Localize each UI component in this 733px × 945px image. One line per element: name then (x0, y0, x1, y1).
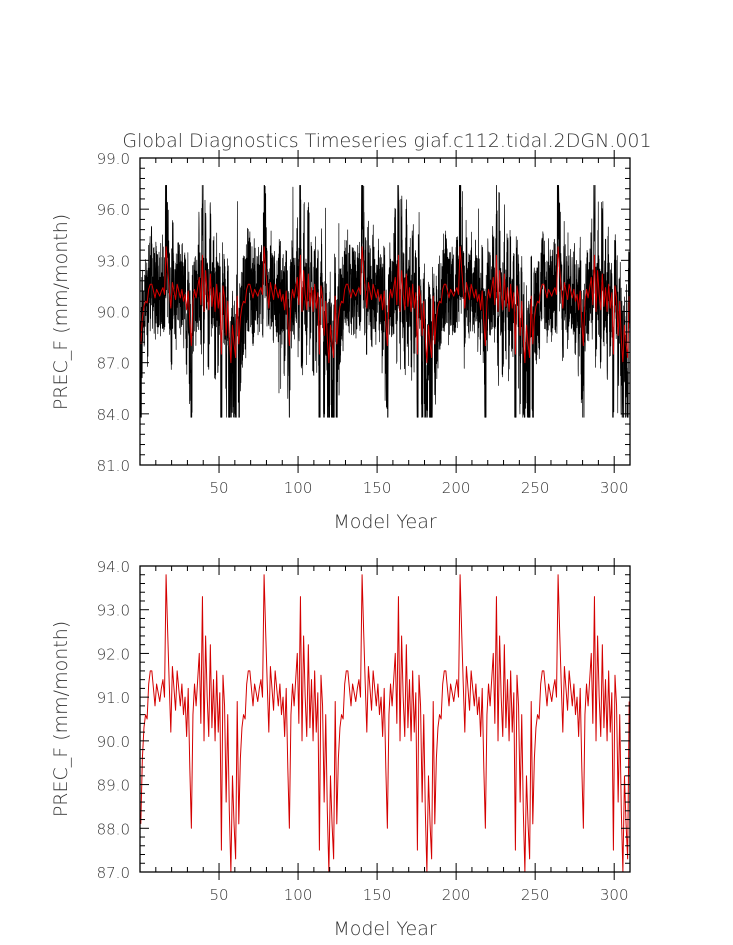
top-y-axis-title: PREC_F (mm/month) (50, 214, 72, 410)
bottom-y-tick-label: 94.0 (97, 558, 130, 576)
top-x-tick-label: 100 (284, 479, 313, 497)
bottom-x-tick-label: 50 (209, 886, 228, 904)
top-series-line-1 (139, 184, 631, 418)
top-x-axis-title: Model Year (333, 511, 437, 533)
bottom-y-axis-title: PREC_F (mm/month) (50, 621, 72, 817)
top-y-tick-label: 96.0 (97, 201, 130, 219)
bottom-y-tick-label: 88.0 (97, 820, 130, 838)
top-y-tick-label: 87.0 (97, 355, 130, 373)
bottom-y-tick-label: 89.0 (97, 777, 130, 795)
top-y-tick-label: 81.0 (97, 457, 130, 475)
bottom-axes: 50 100 150 200 250 300 87.0 88.0 89.0 90.0 91.0 92.… (97, 558, 631, 904)
top-chart-panel: Global Diagnostics Timeseries giaf.c112.… (50, 130, 652, 533)
bottom-x-tick-label: 100 (284, 886, 313, 904)
bottom-plot-frame (139, 565, 631, 873)
top-y-tick-label: 90.0 (97, 304, 130, 322)
top-y-tick-label: 93.0 (97, 252, 130, 270)
top-x-tick-label: 250 (521, 479, 550, 497)
bottom-x-tick-label: 250 (521, 886, 550, 904)
bottom-y-tick-label: 87.0 (97, 864, 130, 882)
top-x-tick-label: 150 (363, 479, 392, 497)
bottom-x-tick-label: 300 (600, 886, 629, 904)
bottom-chart-panel: 50 100 150 200 250 300 87.0 88.0 89.0 90.0 91.0 92.… (50, 558, 631, 940)
bottom-x-tick-label: 150 (363, 886, 392, 904)
bottom-y-tick-label: 92.0 (97, 645, 130, 663)
bottom-x-tick-label: 200 (442, 886, 471, 904)
top-plot-area (139, 184, 631, 418)
top-x-tick-label: 50 (209, 479, 228, 497)
bottom-y-tick-label: 93.0 (97, 602, 130, 620)
top-x-tick-label: 200 (442, 479, 471, 497)
top-y-tick-label: 99.0 (97, 150, 130, 168)
bottom-x-axis-title: Model Year (333, 918, 437, 940)
top-axes: 50 100 150 200 250 300 81.0 84.0 87.0 90.0 93.0 96.… (97, 150, 631, 497)
bottom-y-tick-label: 90.0 (97, 733, 130, 751)
top-series-line-2 (140, 246, 630, 364)
bottom-plot-area (140, 574, 630, 873)
chart-title: Global Diagnostics Timeseries giaf.c112.… (122, 130, 651, 152)
bottom-series-line-1 (140, 574, 630, 873)
top-y-tick-label: 84.0 (97, 406, 130, 424)
bottom-y-tick-label: 91.0 (97, 689, 130, 707)
top-x-tick-label: 300 (600, 479, 629, 497)
